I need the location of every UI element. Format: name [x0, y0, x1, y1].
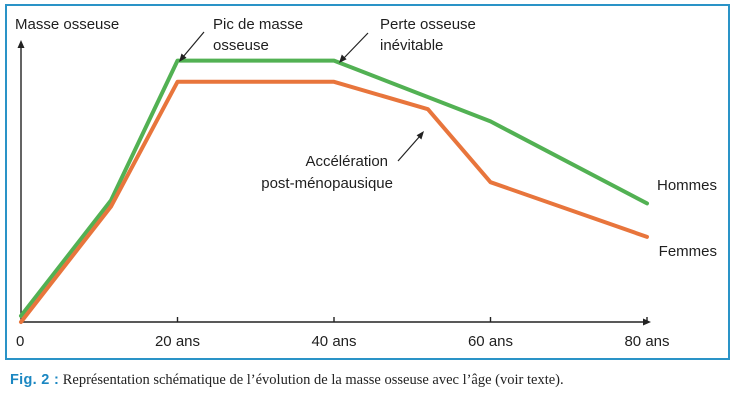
x-tick-label: 40 ans [311, 333, 356, 350]
x-tick-label: 80 ans [624, 333, 669, 350]
annotation-perte-arrow [342, 32, 369, 60]
annotation-accel-line1: Accélération [305, 153, 388, 170]
annotation-pic-arrow [182, 31, 205, 58]
annotation-perte-line1: Perte osseuse [380, 16, 476, 33]
annotation-accel-arrowhead [416, 131, 424, 140]
annotation-pic: Pic de masse osseuse [179, 16, 303, 62]
annotation-accel-line2: post-ménopausique [261, 175, 393, 192]
annotation-perte-arrowhead [339, 54, 347, 63]
axes [17, 40, 651, 326]
annotation-pic-line1: Pic de masse [213, 16, 303, 33]
series-lines [19, 58, 649, 324]
x-tick-label: 0 [16, 333, 24, 350]
annotation-accel-arrow [397, 135, 421, 162]
x-tick-label: 20 ans [155, 333, 200, 350]
annotation-perte: Perte osseuse inévitable [339, 16, 476, 63]
annotation-perte-line2: inévitable [380, 37, 443, 54]
series-label-femmes: Femmes [659, 243, 717, 260]
series-labels: Hommes Femmes [657, 177, 717, 260]
y-axis-label: Masse osseuse [15, 16, 119, 33]
figure-caption: Fig. 2 : Représentation schématique de l… [10, 372, 564, 389]
annotation-pic-line2: osseuse [213, 37, 269, 54]
annotation-accel: Accélération post-ménopausique [261, 131, 424, 192]
series-line-hommes [19, 58, 649, 318]
x-tick-label: 60 ans [468, 333, 513, 350]
series-line-femmes [19, 79, 649, 324]
y-axis-arrow [17, 40, 25, 48]
figure-caption-text: Représentation schématique de l’évolutio… [59, 372, 564, 388]
figure-label: Fig. 2 : [10, 372, 60, 388]
annotation-pic-arrowhead [179, 53, 187, 62]
series-label-hommes: Hommes [657, 177, 717, 194]
x-ticks: 0 20 ans 40 ans 60 ans 80 ans [16, 317, 670, 350]
